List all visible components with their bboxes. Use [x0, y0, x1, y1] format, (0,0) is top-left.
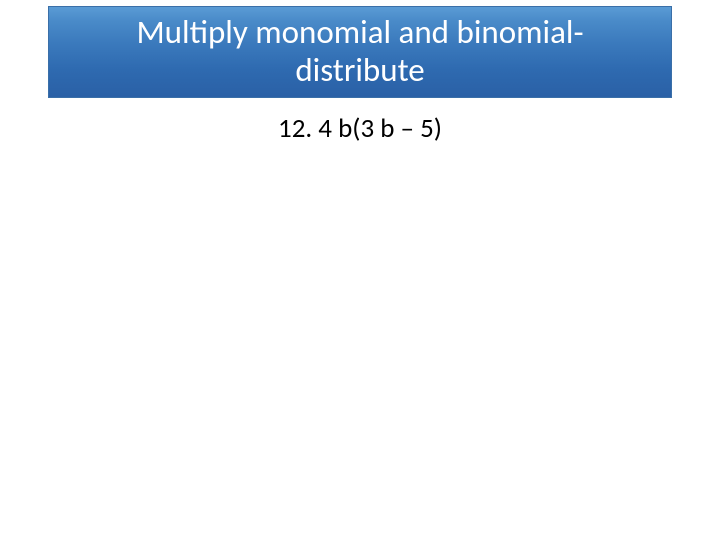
title-box: Multiply monomial and binomial- distribu… [48, 6, 672, 98]
slide: Multiply monomial and binomial- distribu… [0, 0, 720, 540]
problem-text: 12. 4 b(3 b – 5) [0, 112, 720, 145]
slide-title: Multiply monomial and binomial- distribu… [136, 14, 583, 90]
title-line-2: distribute [295, 50, 424, 90]
title-line-1: Multiply monomial and binomial- [136, 12, 583, 52]
